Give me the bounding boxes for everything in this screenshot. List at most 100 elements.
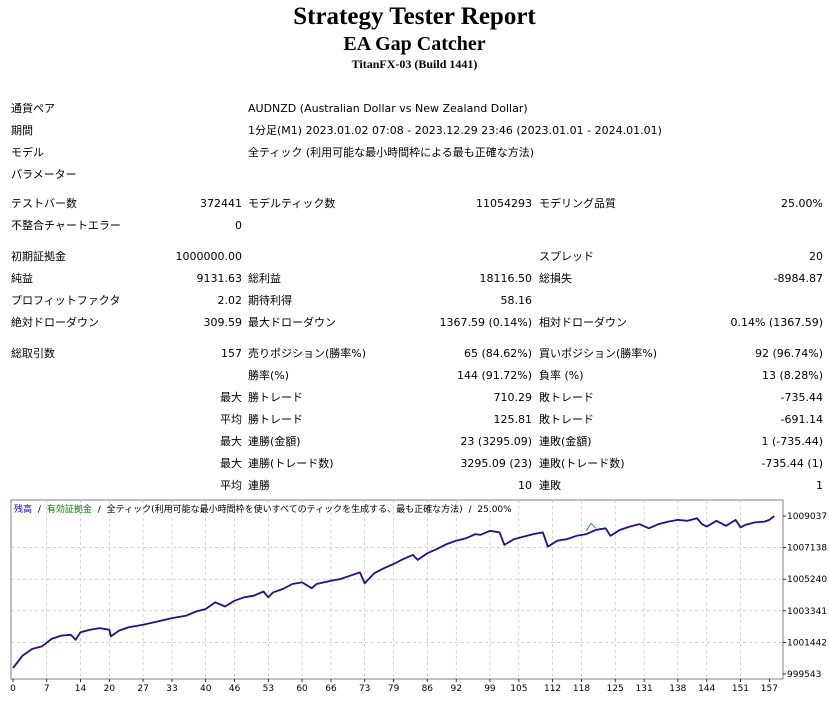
legend-separator-1: / xyxy=(38,505,42,515)
total-trades-value: 157 xyxy=(221,347,242,360)
profit-factor-label: プロフィットファクタ xyxy=(11,294,121,307)
x-tick-label: 144 xyxy=(698,684,715,694)
average-win-value: 125.81 xyxy=(493,413,533,426)
largest-win-value: 710.29 xyxy=(493,391,533,404)
legend-separator-3: / xyxy=(468,505,472,515)
spread-value: 20 xyxy=(809,250,823,263)
mismatch-value: 0 xyxy=(235,219,242,232)
profit-factor-value: 2.02 xyxy=(217,294,243,307)
max-consecutive-wins-label: 連勝(金額) xyxy=(248,435,301,448)
x-tick-label: 60 xyxy=(296,684,308,694)
max-consecutive-loss-label: 連敗(トレード数) xyxy=(539,457,625,470)
relative-drawdown-value: 0.14% (1367.59) xyxy=(730,316,823,329)
loss-rate-value: 13 (8.28%) xyxy=(761,369,823,382)
bars-value: 372441 xyxy=(200,197,242,210)
average-consecutive-wins-value: 10 xyxy=(518,479,532,492)
mismatch-label: 不整合チャートエラー xyxy=(11,219,121,232)
period-label: 期間 xyxy=(11,124,33,137)
chart-legend: 残高 / 有効証拠金 / 全ティック(利用可能な最小時間枠を使いすべてのティック… xyxy=(14,503,512,515)
symbol-label: 通貨ペア xyxy=(11,102,55,115)
y-tick-label: 1001442 xyxy=(787,638,827,648)
quality-value: 25.00% xyxy=(781,197,823,210)
y-tick-label: 1003341 xyxy=(787,607,827,617)
average-consecutive-losses-label: 連敗 xyxy=(539,479,561,492)
chart-series xyxy=(12,515,775,669)
average-consecutive-wins-label: 連勝 xyxy=(248,479,270,492)
loss-rate-label: 負率 (%) xyxy=(539,369,584,382)
y-tick-label: 1007138 xyxy=(787,544,827,554)
chart-frame xyxy=(10,499,784,680)
average-loss-label: 敗トレード xyxy=(539,413,594,426)
gross-loss-label: 総損失 xyxy=(539,272,572,285)
x-tick-label: 92 xyxy=(450,684,461,694)
max-consecutive-wins-value: 23 (3295.09) xyxy=(460,435,532,448)
model-label: モデル xyxy=(11,146,44,159)
max-prefix: 最大 xyxy=(220,435,242,448)
x-tick-label: 46 xyxy=(229,684,241,694)
x-tick-label: 131 xyxy=(636,684,653,694)
x-tick-label: 86 xyxy=(422,684,434,694)
max-consecutive-profit-value: 3295.09 (23) xyxy=(460,457,532,470)
net-profit-label: 純益 xyxy=(11,272,33,285)
net-profit-value: 9131.63 xyxy=(196,272,243,285)
x-tick-label: 0 xyxy=(10,684,16,694)
max-consecutive-profit-label: 連勝(トレード数) xyxy=(248,457,334,470)
short-positions-value: 65 (84.62%) xyxy=(463,347,532,360)
x-tick-label: 20 xyxy=(104,684,116,694)
average-prefix: 平均 xyxy=(220,413,242,426)
average-consecutive-losses-value: 1 xyxy=(816,479,823,492)
legend-quality: 25.00% xyxy=(477,505,512,515)
max-prefix-2: 最大 xyxy=(220,457,242,470)
max-consecutive-losses-label: 連敗(金額) xyxy=(539,435,592,448)
largest-loss-value: -735.44 xyxy=(780,391,823,404)
short-positions-label: 売りポジション(勝率%) xyxy=(248,347,367,360)
balance-chart: 残高 / 有効証拠金 / 全ティック(利用可能な最小時間枠を使いすべてのティック… xyxy=(10,499,827,694)
absolute-drawdown-value: 309.59 xyxy=(203,316,243,329)
win-rate-value: 144 (91.72%) xyxy=(456,369,532,382)
expected-payoff-label: 期待利得 xyxy=(248,294,292,307)
max-drawdown-value: 1367.59 (0.14%) xyxy=(439,316,532,329)
balance-line xyxy=(12,515,775,669)
bars-label: テストバー数 xyxy=(11,197,77,210)
average-loss-value: -691.14 xyxy=(780,413,823,426)
y-tick-label: 1005240 xyxy=(787,575,827,585)
x-tick-label: 125 xyxy=(607,684,624,694)
parameters-label: パラメーター xyxy=(11,168,77,181)
quality-label: モデリング品質 xyxy=(539,197,616,210)
gross-profit-value: 18116.50 xyxy=(479,272,533,285)
win-rate-label: 勝率(%) xyxy=(248,369,290,382)
period-value: 1分足(M1) 2023.01.02 07:08 - 2023.12.29 23… xyxy=(248,124,662,137)
y-tick-label: 1009037 xyxy=(787,512,827,522)
x-tick-label: 14 xyxy=(75,684,87,694)
x-tick-label: 27 xyxy=(137,684,148,694)
max-drawdown-label: 最大ドローダウン xyxy=(248,316,336,329)
symbol-value: AUDNZD (Australian Dollar vs New Zealand… xyxy=(248,102,528,115)
absolute-drawdown-label: 絶対ドローダウン xyxy=(11,316,99,329)
x-tick-label: 79 xyxy=(388,684,400,694)
spread-label: スプレッド xyxy=(539,250,594,263)
expected-payoff-value: 58.16 xyxy=(500,294,533,307)
x-axis-ticks: 0 7 14 20 27 33 40 46 53 60 66 73 79 86 92 99 105 112 118 1… xyxy=(10,679,778,694)
legend-balance: 残高 xyxy=(14,503,32,515)
gross-loss-value: -8984.87 xyxy=(773,272,823,285)
x-tick-label: 112 xyxy=(544,684,561,694)
x-tick-label: 157 xyxy=(761,684,778,694)
x-tick-label: 7 xyxy=(44,684,50,694)
x-tick-label: 151 xyxy=(732,684,749,694)
ea-name: EA Gap Catcher xyxy=(343,33,486,55)
x-tick-label: 66 xyxy=(325,684,337,694)
average-prefix-2: 平均 xyxy=(220,479,242,492)
largest-loss-label: 敗トレード xyxy=(539,391,594,404)
x-tick-label: 138 xyxy=(669,684,686,694)
legend-model: 全ティック(利用可能な最小時間枠を使いすべてのティックを生成する、最も正確な方法… xyxy=(107,503,463,515)
legend-separator-2: / xyxy=(98,505,102,515)
y-tick-label: 999543 xyxy=(787,670,821,680)
max-consecutive-loss-value: -735.44 (1) xyxy=(761,457,823,470)
x-tick-label: 33 xyxy=(166,684,177,694)
ticks-value: 11054293 xyxy=(476,197,532,210)
average-win-label: 勝トレード xyxy=(248,413,303,426)
deposit-label: 初期証拠金 xyxy=(11,250,66,263)
long-positions-value: 92 (96.74%) xyxy=(754,347,823,360)
max-consecutive-losses-value: 1 (-735.44) xyxy=(761,435,823,448)
relative-drawdown-label: 相対ドローダウン xyxy=(539,316,627,329)
